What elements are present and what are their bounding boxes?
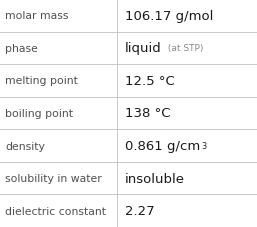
Text: 12.5 °C: 12.5 °C <box>125 75 175 88</box>
Text: 0.861 g/cm: 0.861 g/cm <box>125 139 200 152</box>
Text: dielectric constant: dielectric constant <box>5 206 106 216</box>
Text: insoluble: insoluble <box>125 172 185 185</box>
Text: density: density <box>5 141 45 151</box>
Text: 138 °C: 138 °C <box>125 107 170 120</box>
Text: 2.27: 2.27 <box>125 204 154 217</box>
Text: solubility in water: solubility in water <box>5 173 102 183</box>
Text: phase: phase <box>5 44 38 54</box>
Text: melting point: melting point <box>5 76 78 86</box>
Text: 3: 3 <box>201 142 206 151</box>
Text: molar mass: molar mass <box>5 11 69 21</box>
Text: (at STP): (at STP) <box>165 44 204 53</box>
Text: 106.17 g/mol: 106.17 g/mol <box>125 10 213 23</box>
Text: liquid: liquid <box>125 42 161 55</box>
Text: boiling point: boiling point <box>5 109 73 118</box>
